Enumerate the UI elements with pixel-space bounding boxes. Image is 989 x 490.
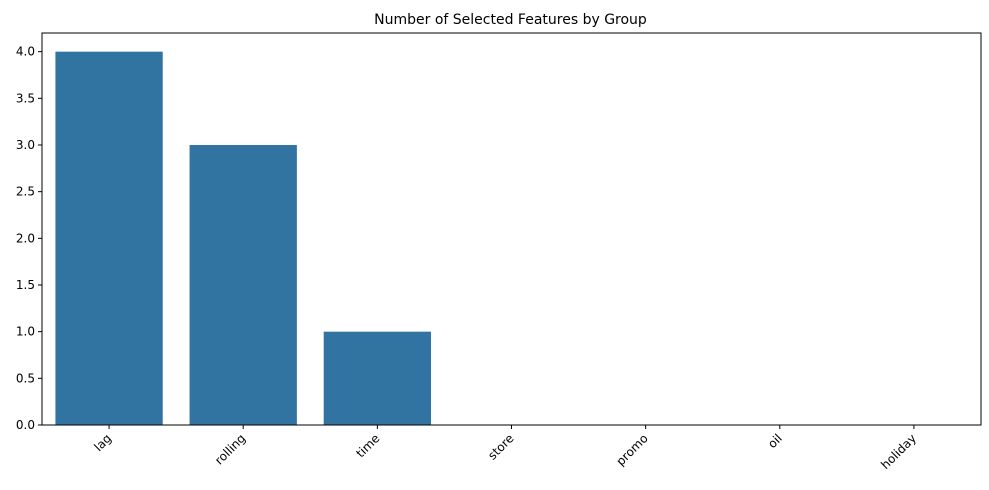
plot-frame (41, 32, 982, 426)
y-tick-label: 3.0 (16, 138, 35, 152)
x-tick-label: store (485, 431, 516, 462)
y-tick-label: 2.5 (16, 185, 35, 199)
bars-group (55, 51, 432, 426)
y-tick-label: 2.0 (16, 231, 35, 245)
y-tick-label: 0.5 (16, 371, 35, 385)
y-tick-label: 0.0 (16, 418, 35, 432)
y-tick-label: 4.0 (16, 45, 35, 59)
y-tick-label: 3.5 (16, 91, 35, 105)
x-tick-label: promo (614, 431, 651, 468)
bar-rolling (189, 145, 297, 425)
x-axis: lag rolling time store promo oil holiday (91, 425, 919, 472)
x-tick-label: time (353, 431, 382, 460)
y-tick-label: 1.0 (16, 325, 35, 339)
x-tick-label: rolling (212, 431, 248, 467)
chart-title: Number of Selected Features by Group (374, 12, 647, 28)
x-tick-label: oil (765, 431, 785, 451)
x-tick-label: holiday (878, 431, 919, 472)
y-axis: 0.0 0.5 1.0 1.5 2.0 2.5 3.0 3.5 4.0 (16, 45, 42, 432)
bar-time (323, 331, 432, 425)
bar-lag (55, 51, 163, 426)
y-tick-label: 1.5 (16, 278, 35, 292)
x-tick-label: lag (91, 431, 114, 454)
